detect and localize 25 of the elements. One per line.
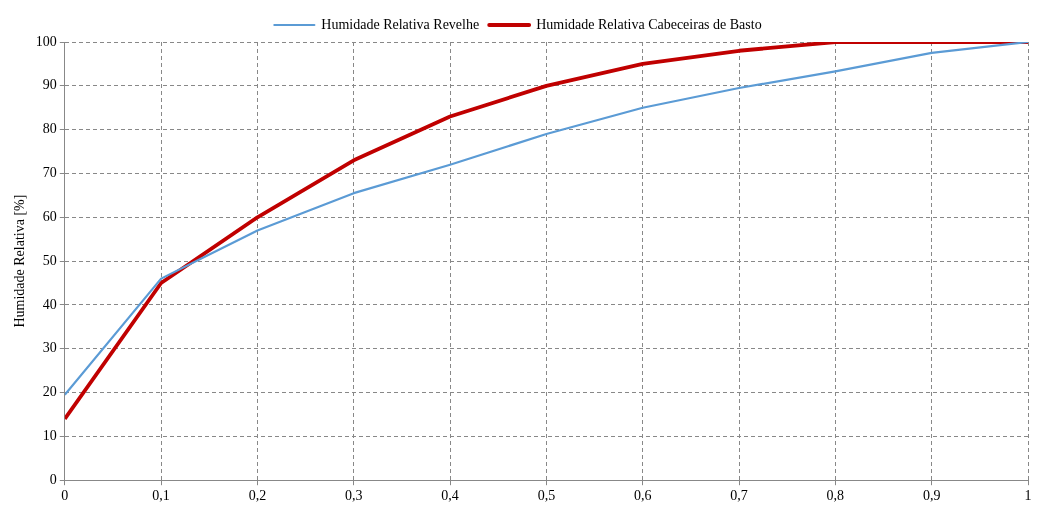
x-tick-label: 0,9 (922, 488, 941, 504)
legend-label: Humidade Relativa Cabeceiras de Basto (536, 16, 762, 32)
x-tick-label: 0,5 (537, 488, 556, 504)
y-tick-label: 0 (49, 471, 57, 487)
y-tick-label: 70 (42, 165, 57, 181)
y-tick-label: 30 (42, 340, 57, 356)
x-tick-label: 0,2 (248, 488, 267, 504)
x-tick-label: 0,1 (152, 488, 170, 504)
y-tick-label: 40 (42, 296, 57, 312)
x-tick-label: 0,6 (633, 488, 652, 504)
x-tick-label: 0 (61, 488, 69, 504)
y-tick-label: 10 (42, 428, 57, 444)
y-tick-label: 80 (42, 121, 57, 137)
x-tick-label: 0,8 (826, 488, 845, 504)
y-tick-label: 90 (42, 77, 57, 93)
y-tick-label: 60 (42, 208, 57, 224)
x-tick-label: 1 (1024, 488, 1032, 504)
y-tick-label: 50 (42, 252, 57, 268)
x-tick-label: 0,7 (730, 488, 748, 504)
y-axis-title: Humidade Relativa [%] (12, 194, 28, 328)
y-tick-label: 100 (35, 33, 57, 49)
x-tick-label: 0,3 (345, 488, 363, 504)
legend-label: Humidade Relativa Revelhe (321, 16, 480, 32)
x-tick-label: 0,4 (441, 488, 459, 504)
y-tick-label: 20 (42, 384, 57, 400)
